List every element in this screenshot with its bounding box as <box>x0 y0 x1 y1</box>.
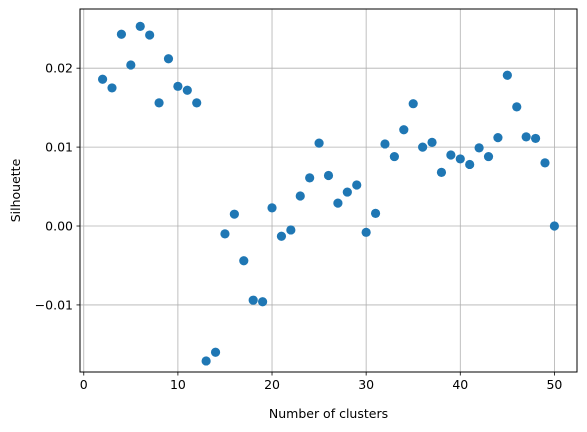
x-tick-label: 40 <box>452 377 468 392</box>
scatter-point <box>154 98 164 108</box>
scatter-point <box>474 143 484 153</box>
scatter-point <box>192 98 202 108</box>
scatter-point <box>502 70 512 80</box>
scatter-point <box>276 231 287 241</box>
grid-lines <box>80 9 577 372</box>
scatter-point <box>116 29 127 39</box>
scatter-point <box>267 203 277 213</box>
scatter-point <box>352 180 362 190</box>
scatter-point <box>389 151 399 162</box>
y-axis-ticks: −0.01 0.00 0.01 0.02 <box>35 61 80 312</box>
scatter-point <box>342 187 352 197</box>
plot-frame <box>79 8 578 373</box>
x-tick-label: 20 <box>264 377 280 392</box>
scatter-point <box>173 81 183 91</box>
scatter-point <box>427 137 437 147</box>
scatter-point <box>483 151 494 162</box>
y-tick-label: 0.01 <box>45 140 73 155</box>
scatter-points <box>97 21 560 366</box>
x-axis-label: Number of clusters <box>269 406 388 421</box>
scatter-point <box>530 133 541 144</box>
scatter-point <box>380 139 390 149</box>
x-tick-label: 30 <box>358 377 374 392</box>
scatter-point <box>135 21 145 31</box>
scatter-point <box>210 347 221 357</box>
scatter-point <box>201 356 211 366</box>
scatter-point <box>521 132 531 142</box>
scatter-point <box>145 30 155 40</box>
scatter-point <box>229 209 239 219</box>
scatter-point <box>549 221 560 231</box>
scatter-point <box>361 227 371 237</box>
scatter-point <box>323 170 334 181</box>
scatter-point <box>163 54 174 64</box>
x-axis-ticks: 0 10 20 30 40 50 <box>80 372 562 392</box>
y-tick-label: 0.02 <box>45 61 73 76</box>
scatter-point <box>126 60 136 70</box>
scatter-point <box>399 125 409 135</box>
scatter-point <box>97 74 108 84</box>
y-tick-label: −0.01 <box>35 297 73 312</box>
scatter-point <box>239 256 249 266</box>
scatter-point <box>418 142 428 152</box>
scatter-point <box>512 102 522 112</box>
scatter-point <box>248 295 258 305</box>
scatter-point <box>182 85 192 95</box>
scatter-point <box>305 173 315 183</box>
scatter-point <box>446 150 456 160</box>
scatter-point <box>107 83 117 93</box>
x-tick-label: 0 <box>80 377 88 392</box>
scatter-point <box>220 229 230 239</box>
scatter-point <box>465 159 475 170</box>
y-axis-label: Silhouette <box>8 158 23 222</box>
scatter-point <box>286 225 296 235</box>
scatter-point <box>408 99 418 109</box>
scatter-point <box>258 297 268 307</box>
scatter-point <box>333 198 343 208</box>
scatter-point <box>493 133 503 143</box>
scatter-point <box>295 191 305 201</box>
y-tick-label: 0.00 <box>45 219 73 234</box>
x-tick-label: 50 <box>546 377 562 392</box>
scatter-point <box>314 138 324 148</box>
scatter-point <box>540 158 550 168</box>
scatter-point <box>455 154 465 164</box>
x-tick-label: 10 <box>170 377 186 392</box>
scatter-point <box>370 208 381 218</box>
scatter-point <box>436 167 447 177</box>
